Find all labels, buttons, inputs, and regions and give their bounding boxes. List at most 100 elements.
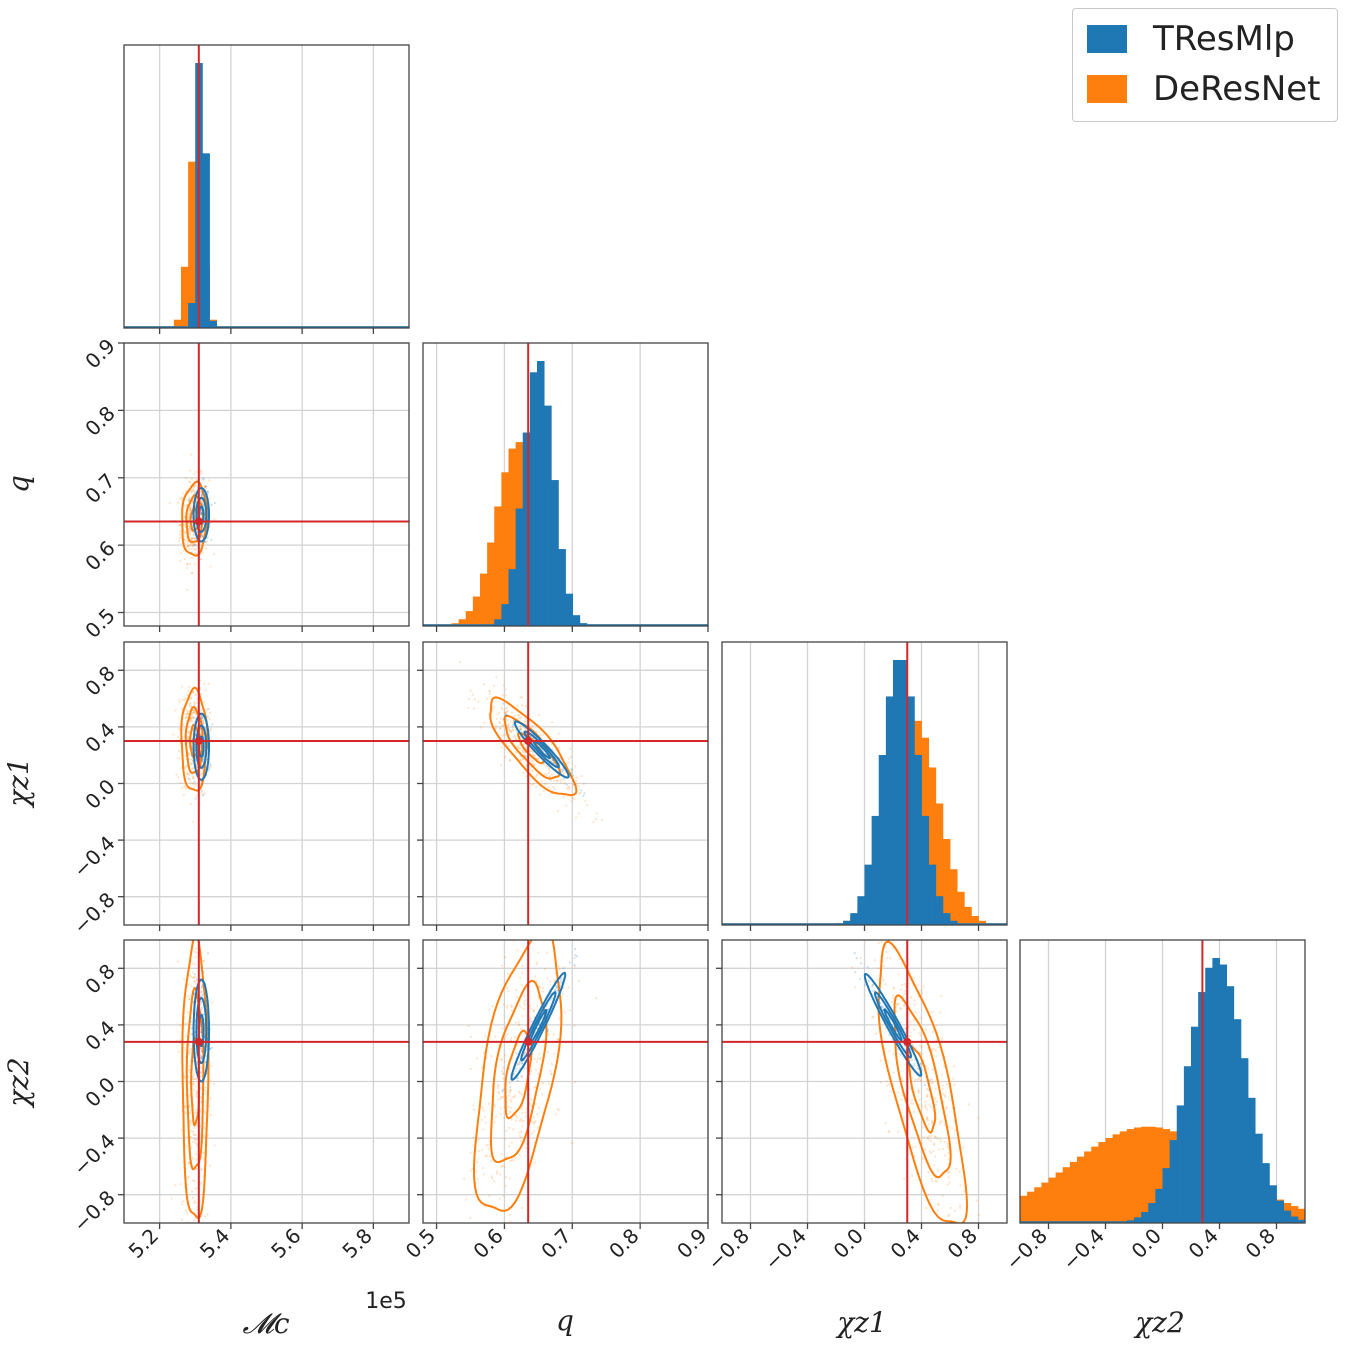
scatter-point-deresnet bbox=[199, 731, 202, 734]
scatter-point-deresnet bbox=[186, 1212, 189, 1215]
scatter-point-deresnet bbox=[884, 983, 887, 986]
scatter-point-tresmlp bbox=[853, 951, 856, 955]
scatter-point-deresnet bbox=[500, 717, 503, 721]
scatter-point-deresnet bbox=[937, 1203, 940, 1206]
scatter-point-deresnet bbox=[469, 1216, 472, 1220]
scatter-point-deresnet bbox=[545, 951, 548, 954]
scatter-point-tresmlp bbox=[193, 704, 196, 707]
scatter-point-deresnet bbox=[500, 1095, 503, 1099]
scatter-point-deresnet bbox=[529, 1069, 533, 1072]
scatter-point-deresnet bbox=[519, 725, 522, 728]
scatter-point-deresnet bbox=[544, 772, 547, 775]
scatter-point-deresnet bbox=[523, 995, 526, 998]
scatter-point-deresnet bbox=[187, 983, 190, 986]
scatter-point-tresmlp bbox=[188, 498, 191, 501]
scatter-point-deresnet bbox=[188, 997, 191, 1001]
scatter-point-deresnet bbox=[577, 784, 580, 788]
scatter-point-deresnet bbox=[213, 518, 216, 521]
scatter-point-deresnet bbox=[194, 713, 198, 716]
scatter-point-deresnet bbox=[520, 1107, 523, 1111]
scatter-point-deresnet bbox=[208, 497, 211, 500]
scatter-point-tresmlp bbox=[200, 1022, 203, 1026]
scatter-point-deresnet bbox=[188, 1104, 191, 1107]
scatter-point-deresnet bbox=[853, 933, 855, 935]
panel-mc-hist bbox=[123, 44, 410, 334]
scatter-point-deresnet bbox=[933, 1164, 936, 1167]
scatter-point-deresnet bbox=[199, 1047, 203, 1050]
scatter-point-tresmlp bbox=[558, 770, 561, 773]
scatter-point-deresnet bbox=[194, 963, 197, 966]
scatter-point-deresnet bbox=[188, 509, 191, 512]
scatter-point-deresnet bbox=[541, 987, 545, 990]
scatter-point-deresnet bbox=[902, 1116, 905, 1119]
scatter-point-deresnet bbox=[913, 1078, 917, 1082]
hist-bar-tresmlp bbox=[501, 604, 509, 626]
scatter-point-tresmlp bbox=[201, 1050, 204, 1053]
scatter-point-deresnet bbox=[510, 1100, 513, 1103]
scatter-point-deresnet bbox=[993, 1230, 995, 1232]
scatter-point-deresnet bbox=[975, 1199, 978, 1202]
scatter-point-deresnet bbox=[194, 783, 197, 786]
scatter-point-deresnet bbox=[188, 496, 191, 499]
scatter-point-deresnet bbox=[503, 1054, 506, 1057]
scatter-point-deresnet bbox=[500, 964, 504, 967]
scatter-point-deresnet bbox=[501, 734, 504, 737]
scatter-point-tresmlp bbox=[516, 1062, 519, 1065]
hist-bar-tresmlp bbox=[1283, 1210, 1292, 1223]
scatter-point-deresnet bbox=[192, 486, 195, 489]
scatter-point-tresmlp bbox=[194, 544, 197, 547]
scatter-point-tresmlp bbox=[919, 1062, 922, 1065]
scatter-point-deresnet bbox=[463, 1177, 466, 1180]
x-tick-label-chi-z2: 0.4 bbox=[1184, 1224, 1223, 1263]
scatter-point-deresnet bbox=[528, 1004, 531, 1007]
scatter-point-deresnet bbox=[191, 1190, 194, 1193]
scatter-point-deresnet bbox=[520, 1027, 523, 1030]
scatter-point-deresnet bbox=[884, 1122, 887, 1125]
scatter-point-deresnet bbox=[525, 1107, 528, 1110]
scatter-point-deresnet bbox=[516, 714, 520, 717]
scatter-point-deresnet bbox=[938, 1120, 942, 1123]
scatter-point-tresmlp bbox=[200, 502, 203, 505]
scatter-point-deresnet bbox=[193, 1126, 196, 1130]
scatter-point-deresnet bbox=[534, 1086, 537, 1089]
scatter-point-deresnet bbox=[550, 1072, 553, 1076]
scatter-point-deresnet bbox=[177, 501, 180, 504]
scatter-point-deresnet bbox=[200, 472, 203, 475]
scatter-point-deresnet bbox=[551, 916, 553, 918]
scatter-point-deresnet bbox=[925, 1095, 929, 1098]
scatter-point-deresnet bbox=[476, 1057, 479, 1060]
scatter-point-deresnet bbox=[939, 1138, 942, 1141]
contour-deresnet bbox=[180, 686, 209, 792]
scatter-point-deresnet bbox=[181, 786, 184, 789]
contour-deresnet bbox=[181, 940, 210, 1219]
scatter-point-deresnet bbox=[509, 1159, 512, 1163]
scatter-point-tresmlp bbox=[192, 716, 196, 719]
scatter-point-deresnet bbox=[493, 1223, 495, 1225]
scatter-point-deresnet bbox=[883, 965, 886, 968]
scatter-point-deresnet bbox=[936, 1137, 939, 1140]
scatter-point-deresnet bbox=[920, 1039, 923, 1042]
scatter-point-deresnet bbox=[188, 997, 191, 1001]
scatter-point-deresnet bbox=[191, 767, 194, 770]
hist-bar-tresmlp bbox=[1134, 1217, 1142, 1223]
scatter-point-tresmlp bbox=[204, 727, 207, 730]
scatter-point-deresnet bbox=[203, 700, 206, 704]
scatter-point-deresnet bbox=[469, 689, 472, 692]
x-tick-label-chi-z1: 0.4 bbox=[886, 1224, 925, 1263]
scatter-point-tresmlp bbox=[206, 536, 209, 539]
scatter-point-deresnet bbox=[545, 765, 548, 768]
scatter-point-deresnet bbox=[208, 711, 212, 714]
scatter-point-deresnet bbox=[902, 1004, 906, 1007]
y-axis-label-chi-z2: χz2 bbox=[2, 1057, 35, 1109]
scatter-point-deresnet bbox=[566, 763, 569, 766]
scatter-point-deresnet bbox=[508, 1126, 511, 1129]
scatter-point-deresnet bbox=[509, 720, 512, 723]
scatter-point-deresnet bbox=[187, 499, 190, 502]
scatter-point-deresnet bbox=[201, 934, 203, 936]
scatter-point-tresmlp bbox=[200, 717, 203, 720]
scatter-point-deresnet bbox=[509, 1238, 511, 1240]
scatter-point-deresnet bbox=[188, 1049, 191, 1052]
scatter-point-deresnet bbox=[188, 704, 191, 708]
scatter-point-tresmlp bbox=[524, 1051, 527, 1054]
contour-deresnet bbox=[184, 705, 204, 775]
